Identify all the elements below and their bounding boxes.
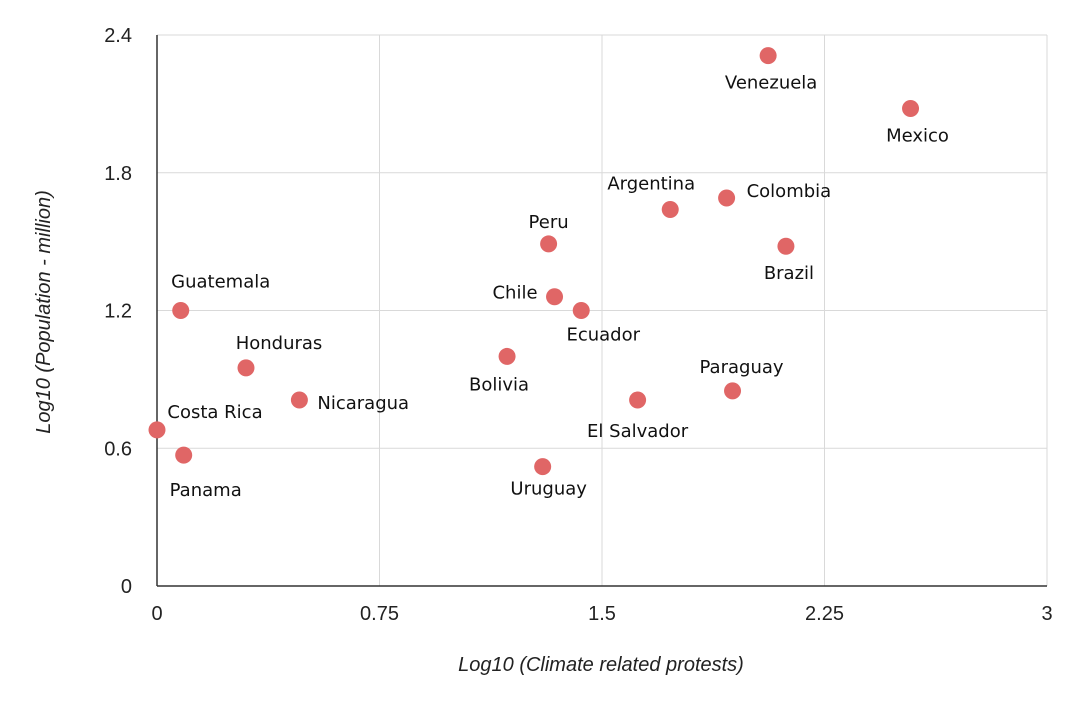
data-point: [237, 359, 255, 377]
data-points: [148, 47, 920, 476]
y-tick-label: 0: [121, 576, 132, 598]
y-axis-title: Log10 (Population - million): [33, 190, 55, 433]
data-point: [172, 302, 190, 319]
grid-lines: [157, 34, 1048, 586]
data-point: [718, 189, 736, 207]
x-tick-label: 2.25: [805, 603, 844, 625]
x-axis-title: Log10 (Climate related protests): [458, 654, 744, 676]
point-label: Guatemala: [171, 272, 270, 293]
axes: [156, 35, 1047, 587]
y-tick-label: 1.8: [104, 163, 132, 185]
point-label: Ecuador: [566, 325, 640, 346]
point-label: Paraguay: [700, 357, 784, 378]
x-tick-label: 3: [1041, 603, 1052, 625]
y-tick-label: 2.4: [104, 25, 132, 47]
point-label: Peru: [529, 212, 569, 233]
data-point: [290, 391, 308, 409]
x-tick-labels: 0 0.75 1.5 2.25 3: [151, 603, 1052, 625]
data-point: [902, 99, 920, 117]
data-point: [546, 288, 564, 306]
data-point: [759, 47, 777, 65]
x-tick-label: 0.75: [360, 603, 399, 625]
point-label: Chile: [492, 283, 537, 304]
point-labels: Venezuela Mexico Argentina Colombia Brazil Pe…: [167, 73, 949, 501]
data-point: [540, 235, 558, 253]
point-label: Venezuela: [725, 73, 817, 94]
data-point: [724, 382, 742, 400]
point-label: Uruguay: [510, 479, 587, 500]
data-point: [175, 446, 193, 464]
point-label: Panama: [170, 480, 242, 501]
y-tick-label: 0.6: [104, 438, 132, 460]
point-label: El Salvador: [587, 421, 689, 442]
y-tick-label: 1.2: [104, 301, 132, 323]
point-label: Costa Rica: [167, 402, 262, 423]
data-point: [534, 458, 552, 476]
data-point: [148, 421, 166, 439]
point-label: Mexico: [886, 125, 949, 146]
x-tick-label: 1.5: [588, 603, 616, 625]
x-tick-label: 0: [151, 603, 162, 625]
data-point: [629, 391, 647, 409]
point-label: Bolivia: [469, 374, 529, 395]
point-label: Argentina: [607, 173, 695, 194]
data-point: [498, 347, 516, 365]
point-label: Honduras: [236, 333, 323, 354]
y-tick-labels: 0 0.6 1.2 1.8 2.4: [104, 25, 132, 598]
point-label: Nicaragua: [317, 393, 409, 414]
point-label: Colombia: [747, 181, 832, 202]
data-point: [777, 237, 795, 255]
point-label: Brazil: [764, 263, 814, 284]
data-point: [661, 200, 679, 218]
data-point: [572, 302, 590, 319]
